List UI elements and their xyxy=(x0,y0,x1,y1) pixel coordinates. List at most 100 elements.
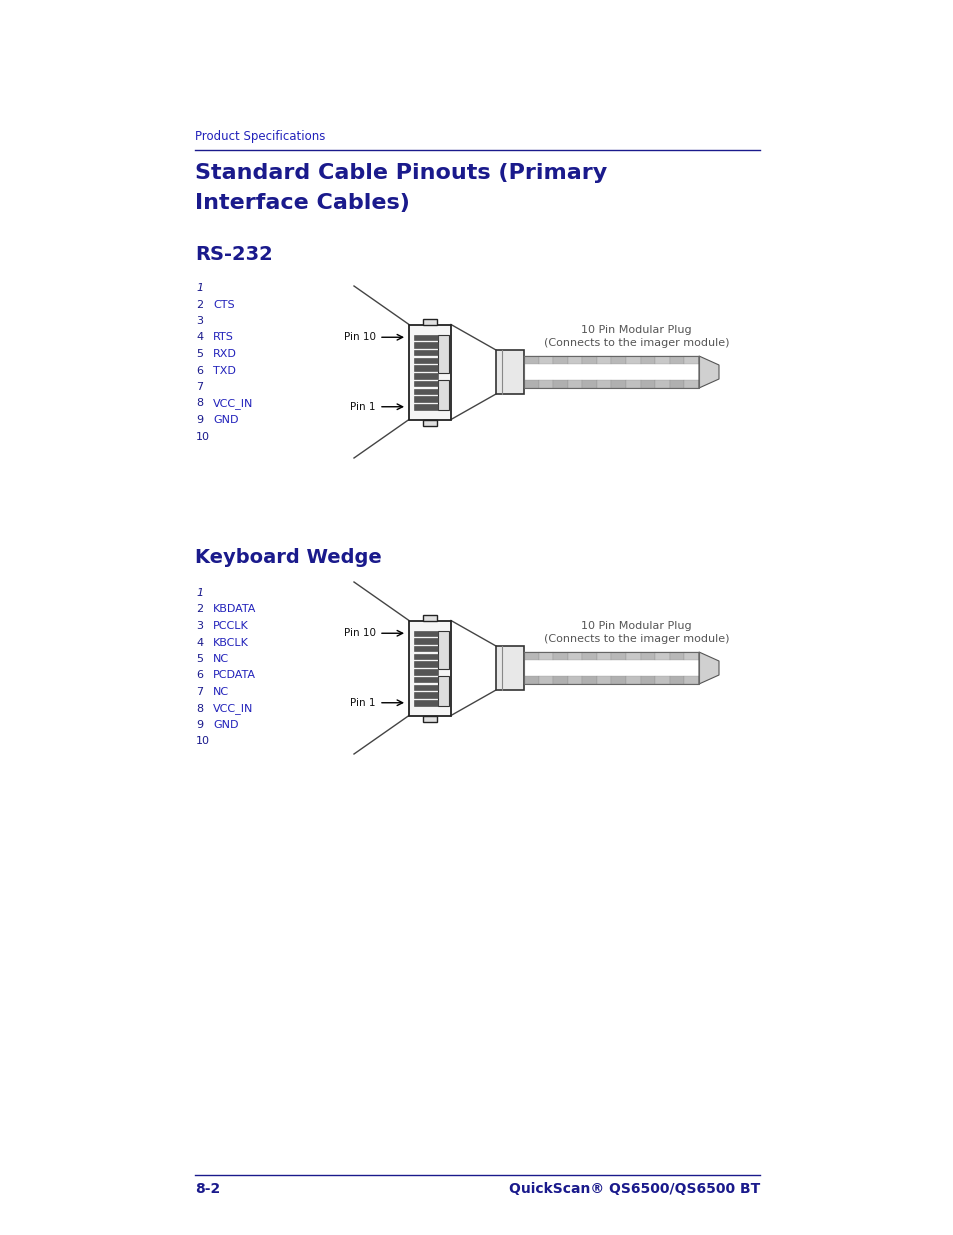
Bar xyxy=(496,350,523,394)
Bar xyxy=(422,715,436,721)
Bar xyxy=(414,373,437,379)
Bar xyxy=(422,615,436,620)
Bar xyxy=(597,676,611,684)
Bar xyxy=(414,631,437,636)
Text: GND: GND xyxy=(213,415,238,425)
Bar xyxy=(538,652,553,659)
Text: VCC_IN: VCC_IN xyxy=(213,704,253,714)
Text: PCDATA: PCDATA xyxy=(213,671,255,680)
Bar xyxy=(567,652,581,659)
Bar xyxy=(409,325,451,420)
Bar xyxy=(414,342,437,348)
Bar xyxy=(414,404,437,410)
Text: (Connects to the imager module): (Connects to the imager module) xyxy=(543,634,728,643)
Bar xyxy=(414,380,437,387)
Text: TXD: TXD xyxy=(213,366,235,375)
Text: (Connects to the imager module): (Connects to the imager module) xyxy=(543,338,728,348)
Text: VCC_IN: VCC_IN xyxy=(213,399,253,410)
Bar xyxy=(597,380,611,388)
Text: RTS: RTS xyxy=(213,332,233,342)
Bar xyxy=(414,396,437,401)
Bar xyxy=(581,356,597,364)
Text: GND: GND xyxy=(213,720,238,730)
Bar xyxy=(597,356,611,364)
Bar xyxy=(437,631,449,668)
Text: 9: 9 xyxy=(195,720,203,730)
Bar xyxy=(414,700,437,705)
Bar xyxy=(523,652,699,684)
Text: 3: 3 xyxy=(195,621,203,631)
Text: 1: 1 xyxy=(195,588,203,598)
Bar xyxy=(625,356,640,364)
Text: 1: 1 xyxy=(195,283,203,293)
Bar xyxy=(669,676,683,684)
Bar xyxy=(683,676,699,684)
Bar xyxy=(523,356,538,364)
Bar xyxy=(414,389,437,394)
Bar xyxy=(414,638,437,643)
Text: KBCLK: KBCLK xyxy=(213,637,249,647)
Text: NC: NC xyxy=(213,687,229,697)
Text: CTS: CTS xyxy=(213,300,234,310)
Text: 6: 6 xyxy=(195,366,203,375)
Text: Pin 10: Pin 10 xyxy=(344,332,375,342)
Text: 8: 8 xyxy=(195,704,203,714)
Bar xyxy=(523,380,538,388)
Bar xyxy=(414,366,437,370)
Bar xyxy=(414,662,437,667)
Bar xyxy=(437,676,449,705)
Bar xyxy=(611,356,625,364)
Text: Standard Cable Pinouts (Primary: Standard Cable Pinouts (Primary xyxy=(194,163,607,183)
Bar xyxy=(409,620,451,715)
Bar xyxy=(581,380,597,388)
Text: 9: 9 xyxy=(195,415,203,425)
Bar xyxy=(640,356,655,364)
Bar xyxy=(567,380,581,388)
Text: 4: 4 xyxy=(195,332,203,342)
Bar xyxy=(640,676,655,684)
Text: 8: 8 xyxy=(195,399,203,409)
Bar xyxy=(655,652,669,659)
Bar xyxy=(414,350,437,356)
Polygon shape xyxy=(699,652,719,684)
Text: 4: 4 xyxy=(195,637,203,647)
Bar xyxy=(437,335,449,373)
Bar xyxy=(414,693,437,698)
Text: 8-2: 8-2 xyxy=(194,1182,220,1195)
Bar xyxy=(414,358,437,363)
Bar xyxy=(553,652,567,659)
Text: 5: 5 xyxy=(195,655,203,664)
Bar xyxy=(669,356,683,364)
Polygon shape xyxy=(699,356,719,388)
Bar xyxy=(538,380,553,388)
Text: Pin 1: Pin 1 xyxy=(350,698,375,708)
Text: 10: 10 xyxy=(195,736,210,746)
Bar xyxy=(567,676,581,684)
Text: RXD: RXD xyxy=(213,350,236,359)
Bar xyxy=(414,646,437,651)
Bar xyxy=(414,677,437,682)
Bar xyxy=(611,676,625,684)
Text: 2: 2 xyxy=(195,300,203,310)
Text: Product Specifications: Product Specifications xyxy=(194,130,325,143)
Text: 10 Pin Modular Plug: 10 Pin Modular Plug xyxy=(580,621,691,631)
Bar xyxy=(669,380,683,388)
Text: 6: 6 xyxy=(195,671,203,680)
Bar xyxy=(538,356,553,364)
Bar xyxy=(553,380,567,388)
Text: 7: 7 xyxy=(195,382,203,391)
Bar xyxy=(437,379,449,410)
Bar xyxy=(611,380,625,388)
Bar xyxy=(611,652,625,659)
Text: Pin 10: Pin 10 xyxy=(344,629,375,638)
Bar xyxy=(581,652,597,659)
Bar xyxy=(683,652,699,659)
Bar xyxy=(625,652,640,659)
Text: 7: 7 xyxy=(195,687,203,697)
Bar xyxy=(683,356,699,364)
Text: 10 Pin Modular Plug: 10 Pin Modular Plug xyxy=(580,325,691,335)
Bar xyxy=(523,676,538,684)
Bar xyxy=(625,676,640,684)
Bar xyxy=(553,676,567,684)
Text: 2: 2 xyxy=(195,604,203,615)
